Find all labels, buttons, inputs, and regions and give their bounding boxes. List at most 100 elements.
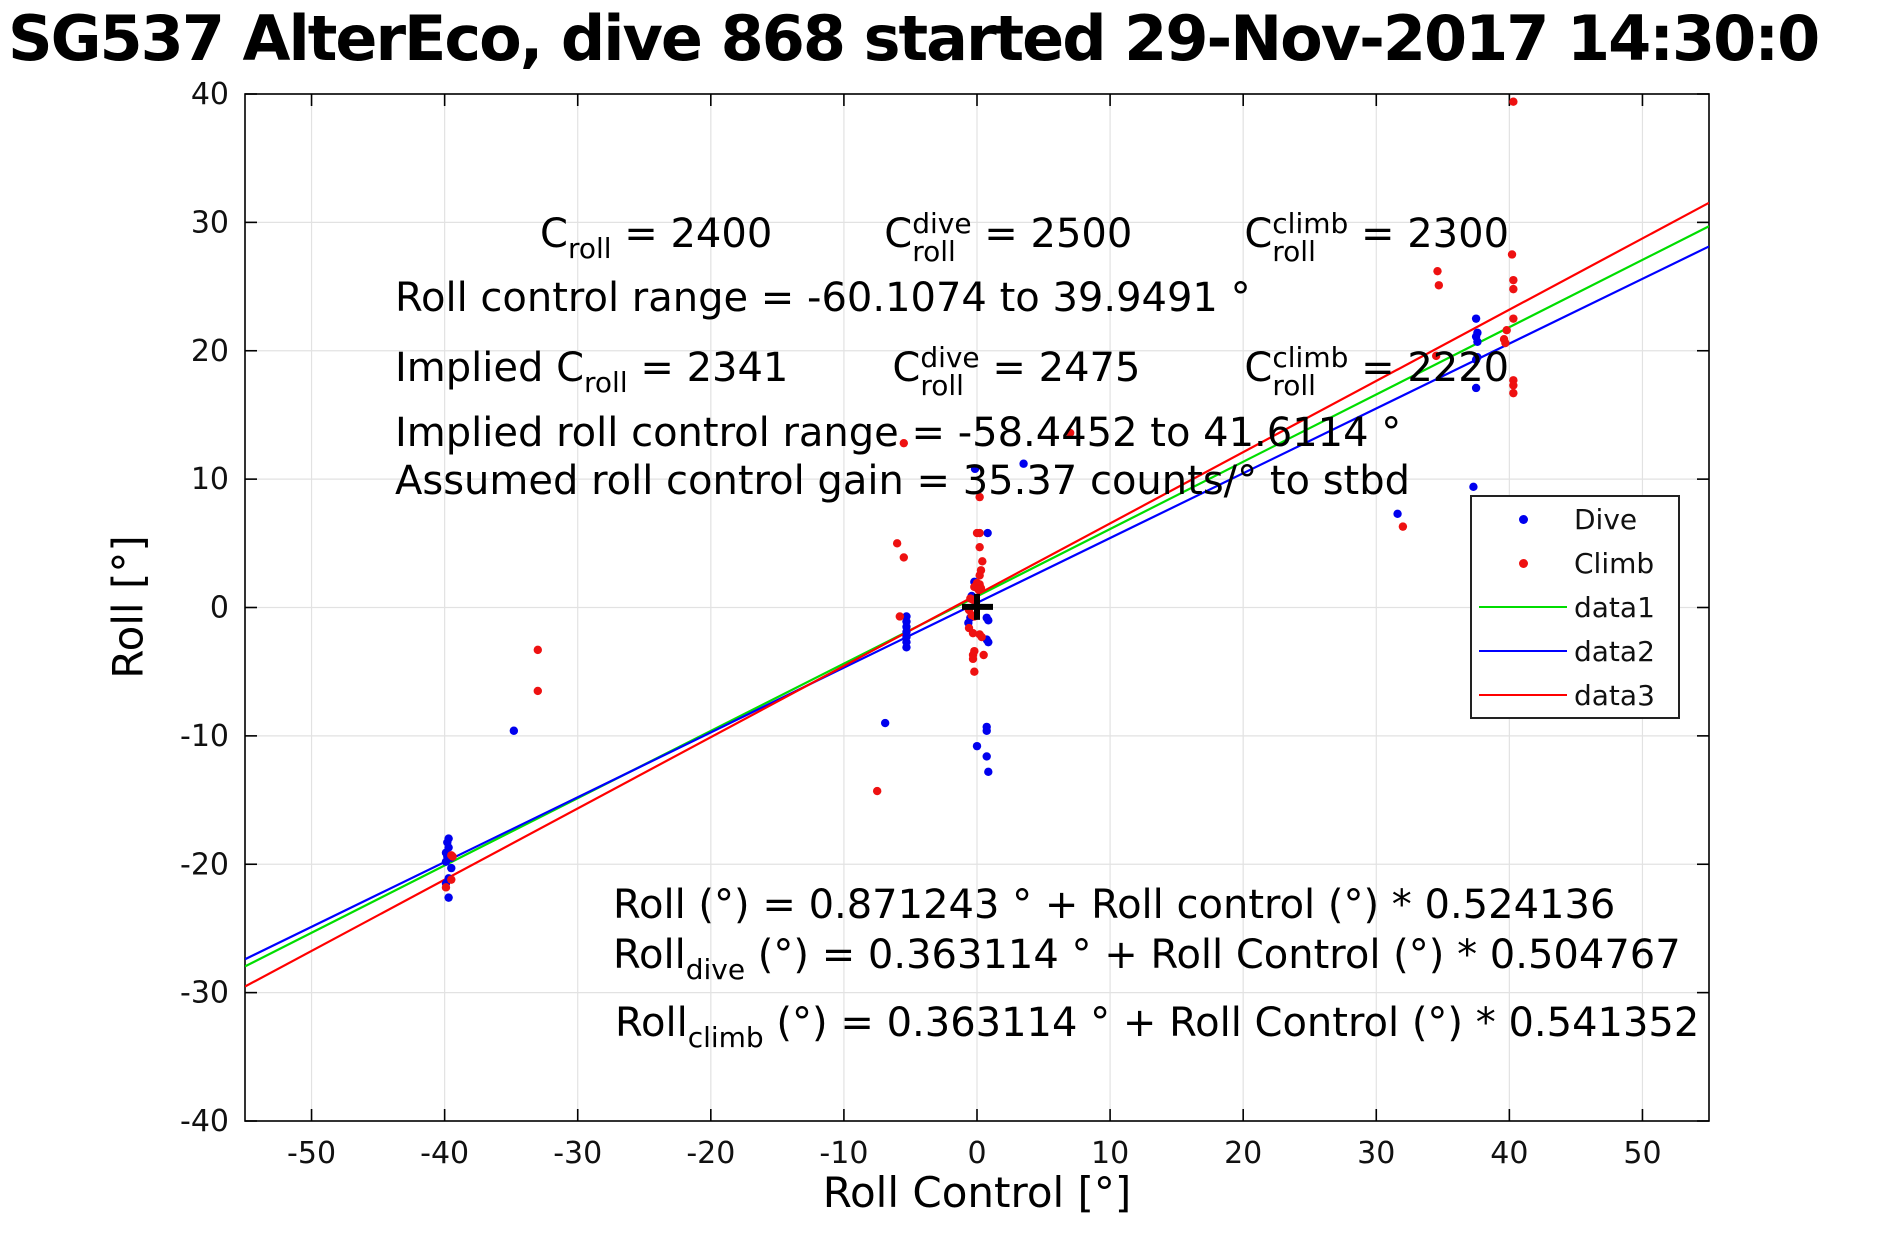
x-tick-label: 30 bbox=[1357, 1136, 1395, 1171]
annotation-supsub-stack: climb roll bbox=[1272, 210, 1348, 266]
climb-point bbox=[1501, 338, 1510, 348]
annotation-text: C bbox=[884, 211, 913, 257]
legend-label: data1 bbox=[1574, 590, 1655, 624]
climb-point bbox=[1509, 381, 1518, 390]
climb-point bbox=[1502, 326, 1511, 335]
climb-point bbox=[975, 492, 984, 502]
annotation-text: Roll (°) = 0.871243 ° + Roll control (°)… bbox=[613, 882, 1616, 928]
dive-point bbox=[1471, 383, 1481, 393]
y-tick-label: 30 bbox=[191, 205, 229, 240]
annotation-fit-equation-dive: Rolldive (°) = 0.363114 ° + Roll Control… bbox=[613, 932, 1681, 986]
climb-point bbox=[968, 654, 978, 664]
x-tick-label: 50 bbox=[1623, 1136, 1661, 1171]
annotation-text: C bbox=[1244, 345, 1273, 391]
line-icon bbox=[1479, 694, 1567, 696]
annotation-implied-roll-control-range: Implied roll control range = -58.4452 to… bbox=[395, 410, 1401, 456]
x-tick-label: -50 bbox=[287, 1136, 336, 1171]
annotation-text: (°) = 0.363114 ° + Roll Control (°) * 0.… bbox=[745, 932, 1681, 978]
dot-icon bbox=[1518, 514, 1528, 524]
climb-point bbox=[1431, 351, 1441, 361]
dive-point bbox=[984, 616, 993, 625]
climb-point bbox=[968, 628, 978, 638]
y-tick-label: -30 bbox=[180, 976, 229, 1011]
annotation-text: = 2220 bbox=[1348, 345, 1510, 391]
annotation-subscript: roll bbox=[920, 369, 964, 402]
legend-label: Climb bbox=[1574, 546, 1655, 580]
climb-point bbox=[1509, 314, 1518, 323]
climb-point bbox=[1434, 281, 1444, 290]
annotation-roll-control-range: Roll control range = -60.1074 to 39.9491… bbox=[395, 275, 1251, 321]
climb-point bbox=[1509, 275, 1518, 285]
annotation-subscript: roll bbox=[1272, 235, 1316, 268]
legend-line-marker bbox=[1472, 650, 1574, 652]
dot-icon bbox=[1518, 558, 1528, 568]
annotation-text: Implied roll control range = -58.4452 to… bbox=[395, 410, 1402, 456]
dive-point bbox=[1471, 355, 1481, 364]
annotation-text: C bbox=[892, 345, 921, 391]
dive-point bbox=[509, 726, 519, 735]
x-tick-label: -20 bbox=[686, 1136, 735, 1171]
dive-point bbox=[970, 464, 980, 474]
dive-point bbox=[447, 863, 456, 873]
annotation-text: Implied C bbox=[395, 345, 585, 391]
climb-point bbox=[978, 557, 987, 566]
climb-point bbox=[974, 585, 983, 594]
legend-line-marker bbox=[1472, 694, 1574, 696]
annotation-text: = 2300 bbox=[1348, 211, 1510, 257]
climb-point bbox=[977, 632, 986, 642]
dive-point bbox=[1469, 482, 1478, 492]
dive-point bbox=[444, 893, 453, 902]
legend: Dive Climb data1 data2 data3 bbox=[1470, 495, 1680, 719]
annotation-supsub-stack: dive roll bbox=[912, 210, 971, 266]
annotation-superscript: dive bbox=[912, 207, 972, 240]
x-tick-label: 20 bbox=[1224, 1136, 1262, 1171]
y-tick-label: -20 bbox=[180, 847, 229, 882]
dive-point bbox=[1471, 314, 1481, 323]
annotation-subscript: roll bbox=[1272, 369, 1316, 402]
climb-point bbox=[1398, 522, 1408, 531]
annotation-fit-equation-climb: Rollclimb (°) = 0.363114 ° + Roll Contro… bbox=[615, 1000, 1699, 1054]
annotation-superscript: climb bbox=[1272, 341, 1349, 374]
climb-point bbox=[872, 786, 882, 796]
dive-point bbox=[982, 752, 991, 761]
dive-point bbox=[1473, 337, 1482, 346]
climb-point bbox=[533, 645, 542, 655]
legend-line-marker bbox=[1472, 606, 1574, 608]
climb-point bbox=[1509, 388, 1518, 398]
legend-dot-marker bbox=[1472, 558, 1574, 568]
chart-title: SG537 AlterEco, dive 868 started 29-Nov-… bbox=[8, 2, 1820, 75]
y-tick-label: 40 bbox=[191, 77, 229, 112]
annotation-subscript: climb bbox=[687, 1021, 764, 1054]
annotation-superscript: climb bbox=[1272, 207, 1349, 240]
x-tick-label: 10 bbox=[1091, 1136, 1129, 1171]
legend-entry-dive: Dive bbox=[1472, 499, 1678, 539]
climb-point bbox=[979, 650, 988, 660]
climb-point bbox=[975, 542, 984, 552]
dive-point bbox=[984, 767, 993, 777]
annotation-text: Roll bbox=[615, 1000, 688, 1046]
annotation-text: Roll bbox=[613, 932, 686, 978]
y-tick-label: -40 bbox=[180, 1104, 229, 1139]
line-icon bbox=[1479, 606, 1567, 608]
climb-point bbox=[441, 883, 451, 892]
annotation-text: C bbox=[540, 211, 568, 257]
climb-point bbox=[1065, 428, 1075, 438]
annotation-text: Roll control range = -60.1074 to 39.9491… bbox=[395, 275, 1251, 321]
annotation-text: = 2500 bbox=[971, 211, 1133, 257]
x-tick-label: -10 bbox=[819, 1136, 868, 1171]
annotation-subscript: dive bbox=[685, 953, 746, 986]
dive-point bbox=[880, 718, 890, 728]
annotation-assumed-gain: Assumed roll control gain = 35.37 counts… bbox=[395, 458, 1410, 504]
dive-point bbox=[983, 528, 992, 538]
legend-label: Dive bbox=[1574, 502, 1638, 536]
climb-point bbox=[1433, 266, 1442, 276]
climb-point bbox=[975, 528, 984, 538]
y-tick-label: 0 bbox=[210, 591, 229, 626]
legend-entry-data2: data2 bbox=[1472, 631, 1678, 671]
y-tick-label: -10 bbox=[180, 719, 229, 754]
climb-point bbox=[1509, 97, 1518, 106]
y-tick-label: 10 bbox=[191, 462, 229, 497]
